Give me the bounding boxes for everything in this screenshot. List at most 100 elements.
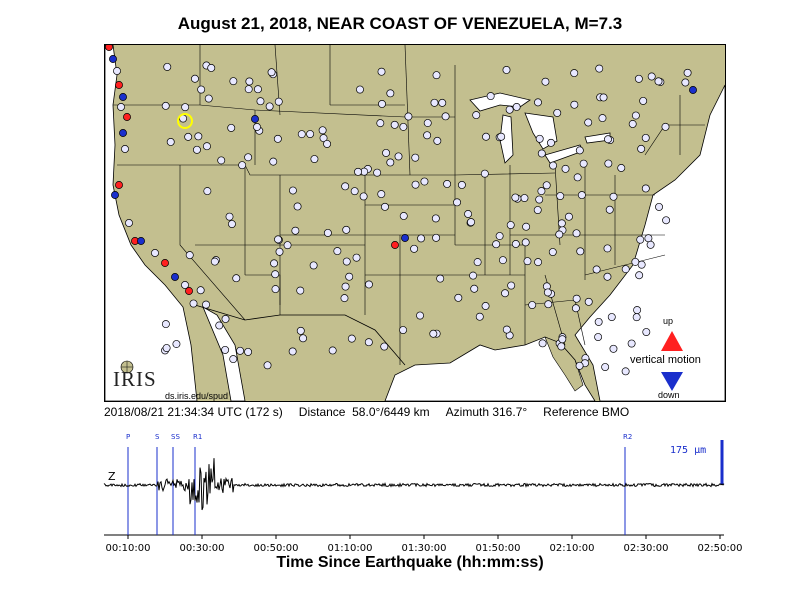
station-marker <box>634 74 643 83</box>
station-marker <box>113 67 121 75</box>
station-marker <box>561 164 570 173</box>
station-marker <box>502 65 511 74</box>
station-marker <box>399 326 408 334</box>
station-marker <box>207 63 216 72</box>
station-marker <box>523 257 532 266</box>
station-marker <box>433 136 442 145</box>
station-marker <box>253 123 261 131</box>
station-marker <box>217 156 226 165</box>
station-marker <box>204 94 213 103</box>
station-marker <box>341 282 350 291</box>
phase-label: P <box>126 433 130 441</box>
station-marker <box>251 115 259 123</box>
gulf-of-california <box>202 306 246 401</box>
station-marker <box>475 312 484 321</box>
station-marker <box>457 181 466 189</box>
station-marker <box>318 126 327 135</box>
station-marker <box>601 363 610 372</box>
station-marker <box>579 159 588 168</box>
legend-down-label: down <box>658 390 680 400</box>
station-marker <box>196 286 205 295</box>
station-marker <box>571 304 580 313</box>
station-marker <box>511 240 520 248</box>
station-marker <box>481 302 490 310</box>
info-distance: Distance 58.0°/6449 km <box>298 405 430 419</box>
station-marker <box>642 328 651 336</box>
station-marker <box>689 86 697 94</box>
station-marker <box>269 157 278 166</box>
station-marker <box>430 98 439 107</box>
tick-label: 02:30:00 <box>624 543 669 554</box>
reference-station-highlight <box>177 113 193 129</box>
station-marker <box>537 149 546 158</box>
water-bodies <box>105 45 725 401</box>
station-marker <box>386 89 395 98</box>
station-marker <box>394 152 403 161</box>
station-marker <box>621 265 630 274</box>
station-marker <box>577 191 586 200</box>
station-marker <box>535 195 544 204</box>
station-marker <box>215 321 224 330</box>
station-marker <box>520 194 529 202</box>
station-marker <box>627 339 636 348</box>
station-marker <box>191 74 199 83</box>
station-marker <box>635 271 644 280</box>
station-marker <box>263 361 272 370</box>
station-marker <box>288 186 297 195</box>
station-marker <box>309 261 318 270</box>
station-marker <box>417 234 426 243</box>
scale-label: 175 μm <box>670 445 706 456</box>
station-marker <box>432 71 441 80</box>
station-marker <box>636 235 645 244</box>
station-marker <box>576 247 585 256</box>
station-marker <box>654 77 663 86</box>
phase-label: R1 <box>193 433 202 441</box>
station-marker <box>431 214 440 223</box>
station-marker <box>274 235 283 244</box>
station-marker <box>655 202 663 211</box>
station-marker <box>506 221 515 229</box>
station-marker <box>342 225 351 234</box>
station-marker <box>621 367 630 376</box>
station-marker <box>189 299 198 308</box>
station-marker <box>505 105 514 114</box>
station-marker <box>391 241 399 249</box>
station-marker <box>522 222 531 231</box>
station-marker <box>681 78 690 87</box>
station-marker <box>534 98 542 107</box>
station-marker <box>310 155 319 164</box>
station-marker <box>438 98 447 107</box>
station-marker <box>464 210 473 218</box>
info-time: 2018/08/21 21:34:34 UTC (172 s) <box>104 405 283 419</box>
station-marker <box>225 212 234 221</box>
station-marker <box>603 244 612 253</box>
station-marker <box>210 257 219 266</box>
station-marker <box>595 64 604 73</box>
info-reference: Reference BMO <box>543 405 630 419</box>
station-marker <box>244 85 253 94</box>
station-marker <box>253 85 262 94</box>
station-marker <box>575 361 584 370</box>
station-marker <box>202 300 210 309</box>
phase-markers: P S SS R1 R2 <box>126 433 632 535</box>
station-marker <box>184 132 193 141</box>
lake-superior <box>469 92 531 112</box>
phase-label: R2 <box>623 433 632 441</box>
station-marker <box>584 297 593 306</box>
station-marker <box>497 132 506 141</box>
station-marker <box>557 219 566 228</box>
station-marker <box>291 226 300 235</box>
station-marker <box>641 133 650 142</box>
station-marker <box>181 281 189 289</box>
time-ticks: 00:10:00 00:30:00 00:50:00 01:10:00 01:30:00… <box>106 535 742 554</box>
station-marker <box>386 158 395 167</box>
station-marker <box>273 134 282 143</box>
station-marker <box>498 256 507 265</box>
station-marker <box>115 81 123 89</box>
component-label: Z <box>108 470 116 483</box>
station-marker <box>470 284 479 293</box>
station-marker <box>528 301 537 309</box>
station-marker <box>628 120 637 128</box>
station-marker <box>401 234 409 242</box>
station-marker <box>473 258 482 267</box>
